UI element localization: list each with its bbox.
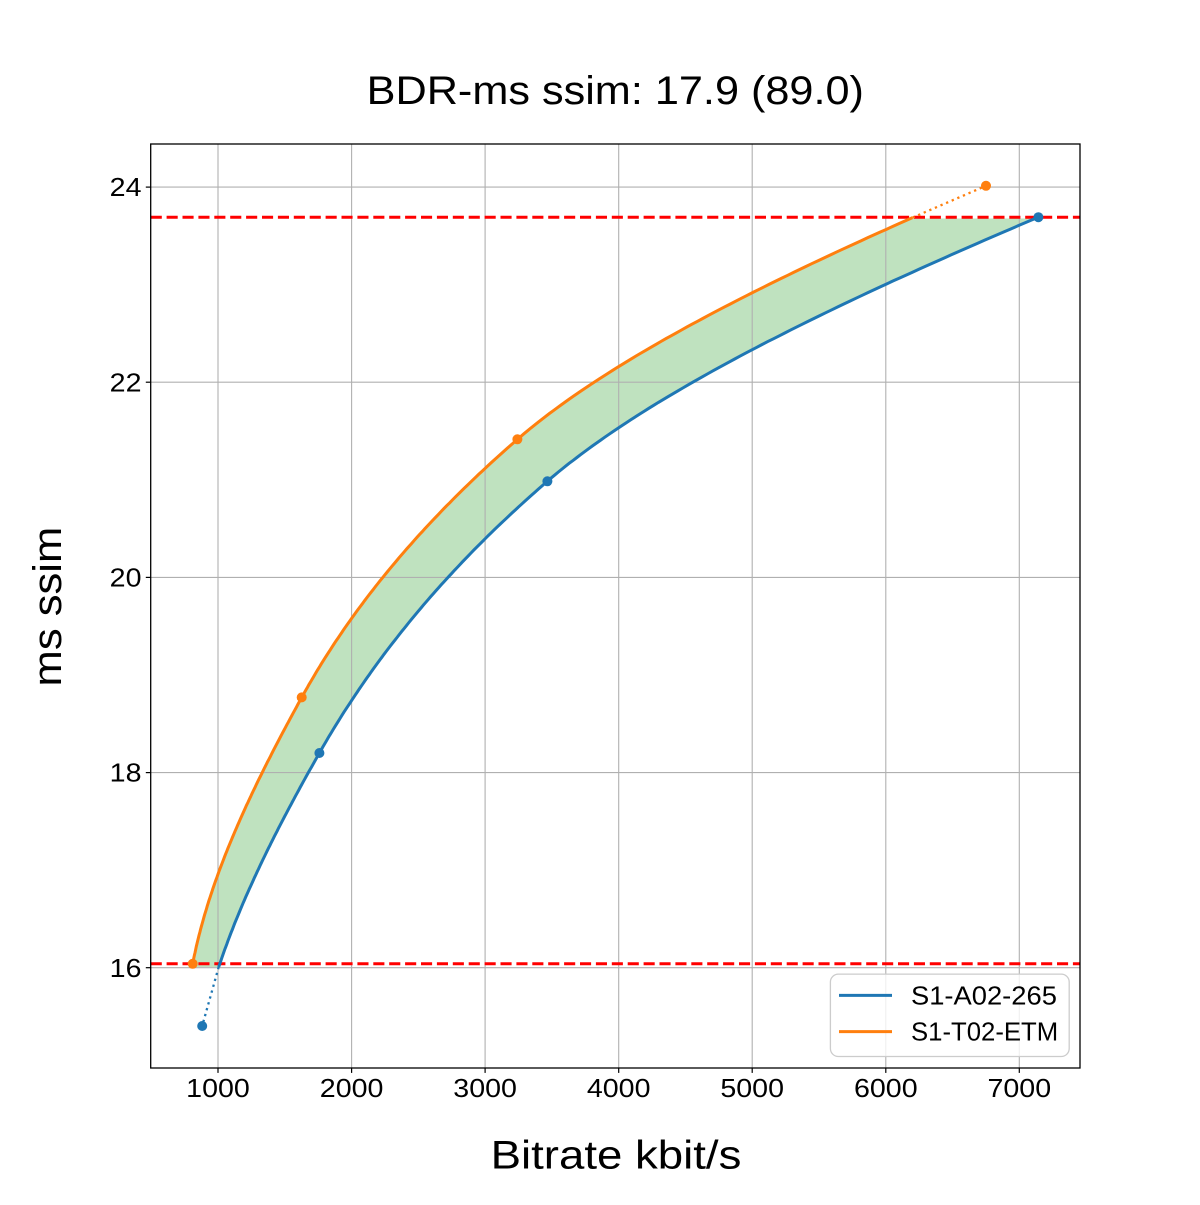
svg-text:18: 18 <box>110 760 142 788</box>
svg-text:ms ssim: ms ssim <box>26 527 70 687</box>
svg-text:4000: 4000 <box>587 1075 651 1103</box>
svg-text:24: 24 <box>110 174 142 202</box>
svg-text:22: 22 <box>110 369 142 397</box>
svg-text:3000: 3000 <box>453 1075 517 1103</box>
svg-text:7000: 7000 <box>988 1075 1052 1103</box>
svg-text:Bitrate kbit/s: Bitrate kbit/s <box>491 1134 742 1178</box>
svg-text:16: 16 <box>110 955 142 983</box>
svg-text:BDR-ms ssim: 17.9 (89.0): BDR-ms ssim: 17.9 (89.0) <box>367 69 864 113</box>
svg-text:1000: 1000 <box>186 1075 250 1103</box>
svg-text:S1-T02-ETM: S1-T02-ETM <box>911 1019 1058 1047</box>
svg-text:5000: 5000 <box>720 1075 784 1103</box>
svg-text:S1-A02-265: S1-A02-265 <box>911 982 1057 1010</box>
svg-text:2000: 2000 <box>320 1075 384 1103</box>
svg-text:6000: 6000 <box>854 1075 918 1103</box>
svg-text:20: 20 <box>110 565 142 593</box>
